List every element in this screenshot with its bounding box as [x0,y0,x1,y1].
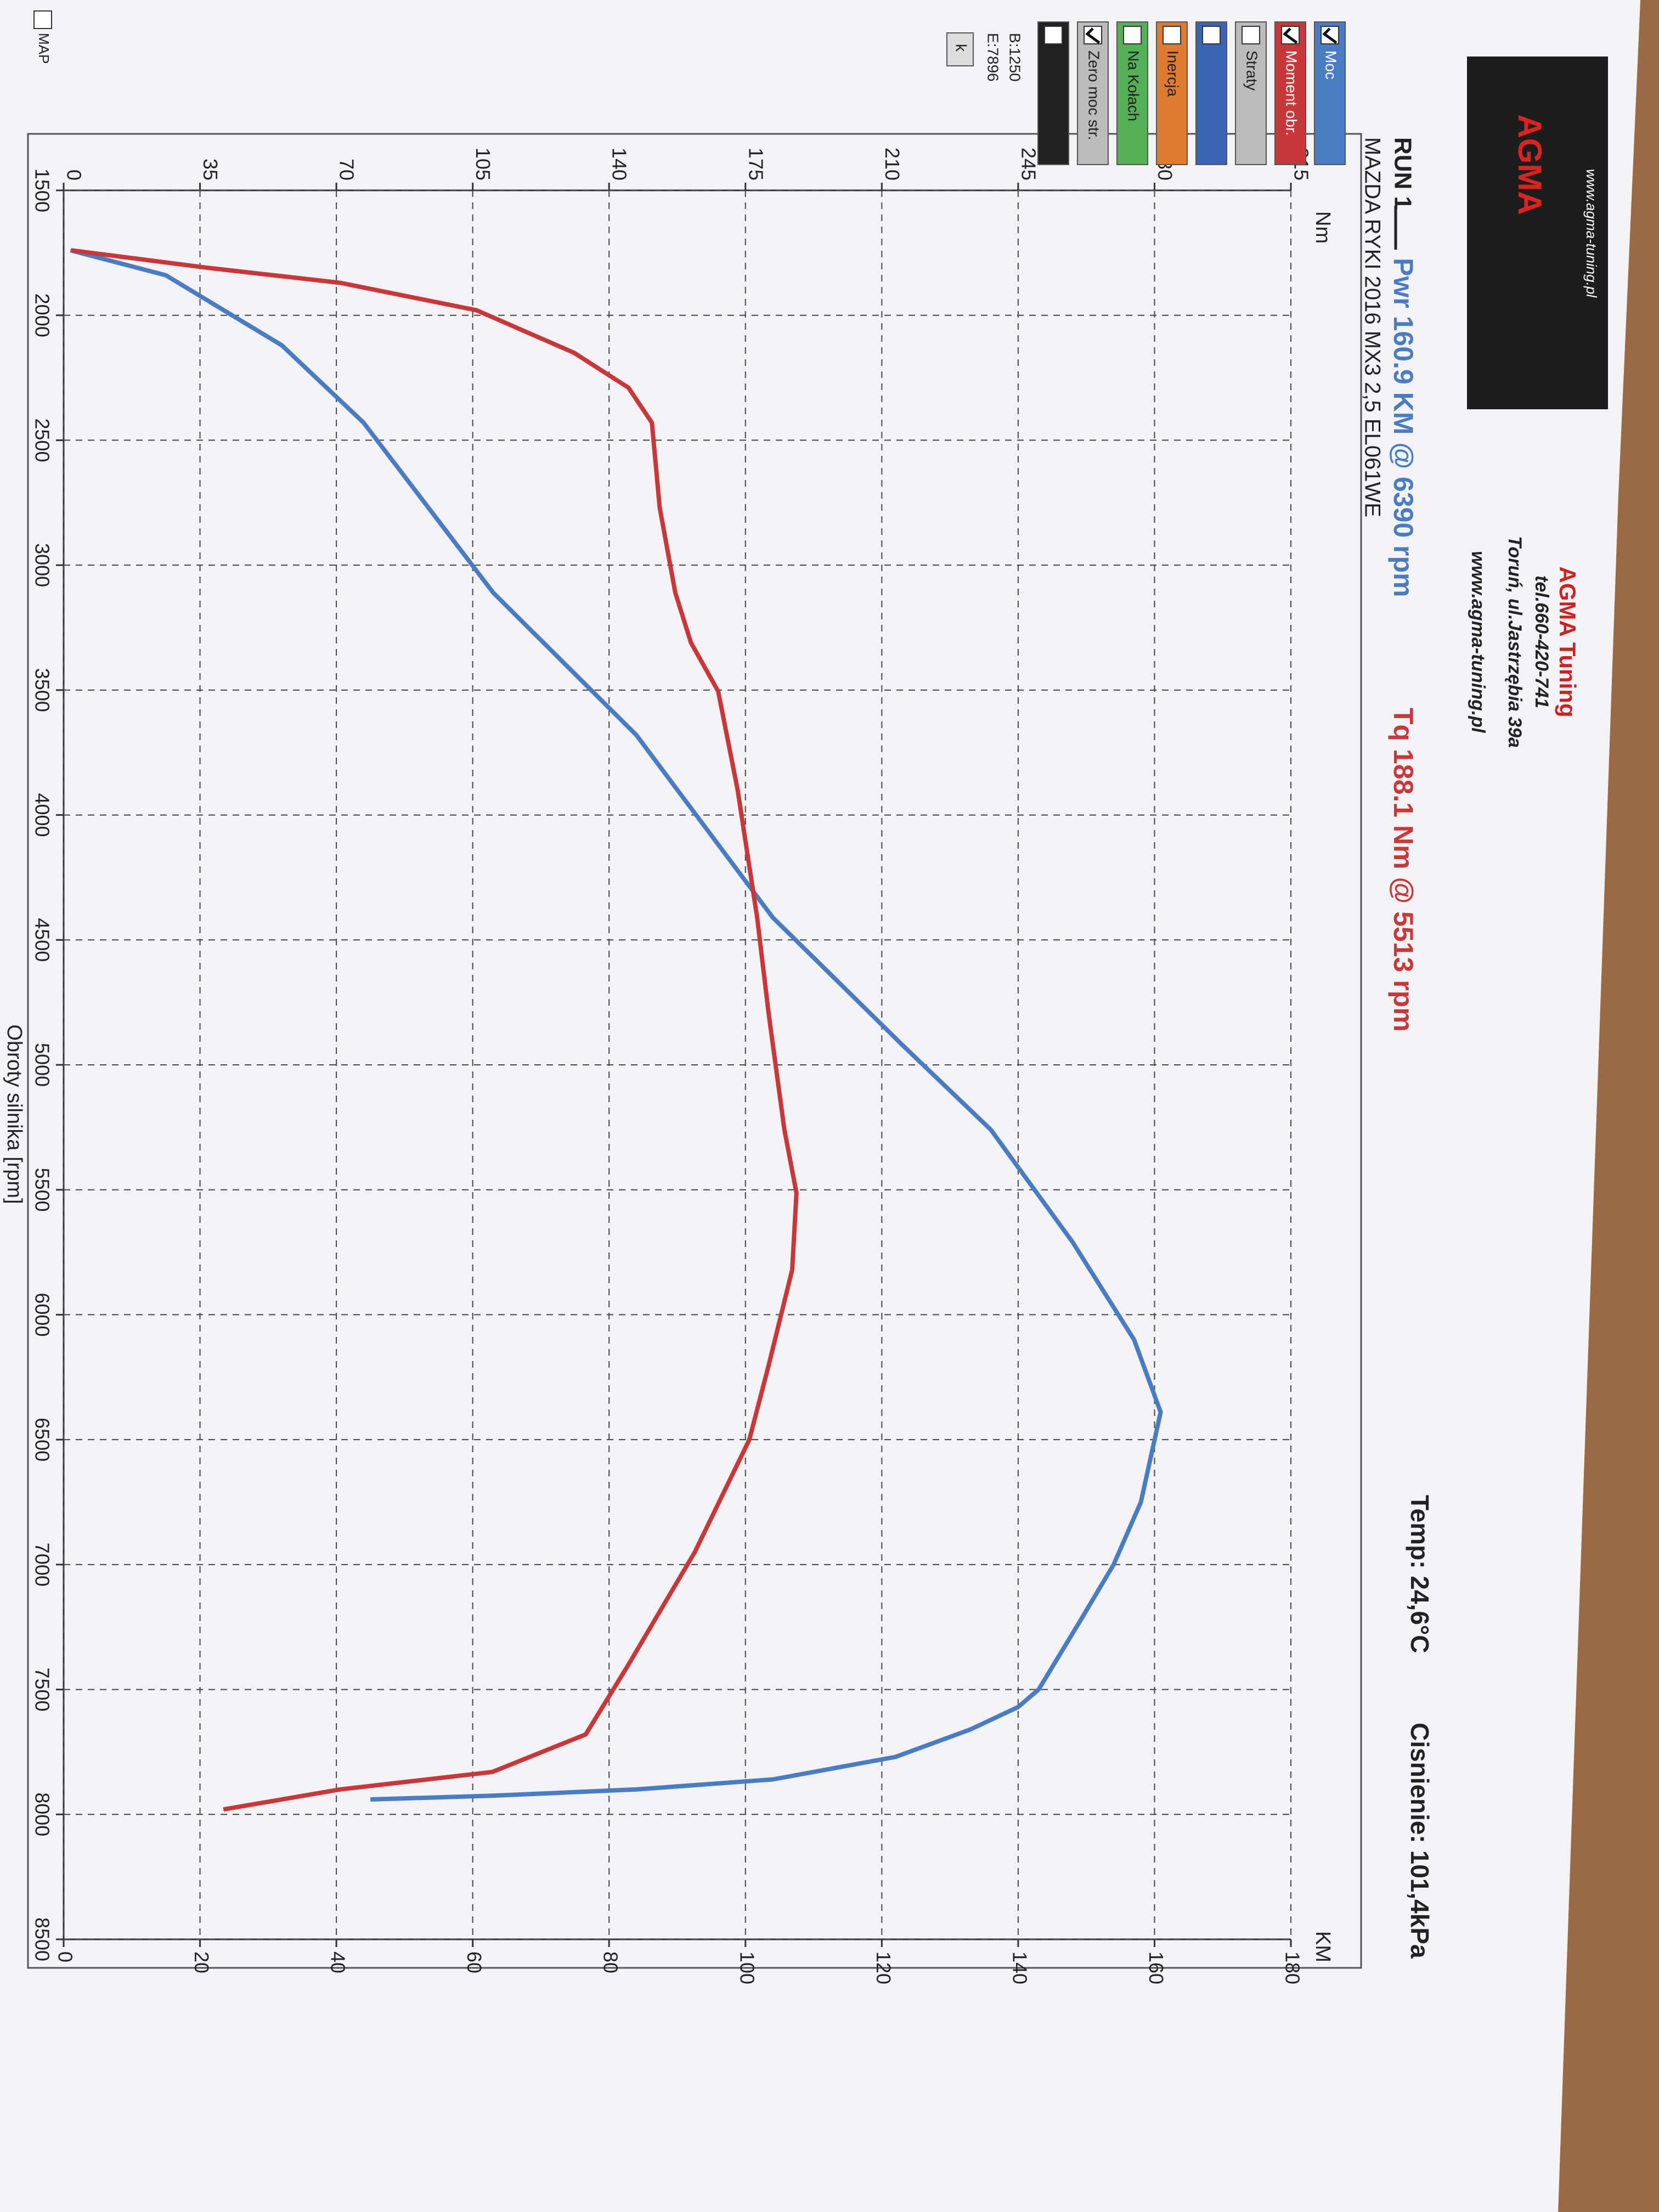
x-tick-label: 6000 [31,1293,53,1336]
frame [27,133,1362,1969]
y2-tick-label: 20 [190,1951,213,1973]
wood-table [1558,0,1659,2212]
checkbox [1202,26,1221,44]
legend-label: Straty [1244,50,1261,91]
logo-text: AGMA [1511,114,1548,215]
checkbox-button [1077,21,1109,165]
y2-tick-label: 40 [327,1951,349,1973]
y-tick-label: 210 [881,148,904,180]
y2-tick-label: 0 [54,1951,76,1962]
x-tick-label: 2500 [31,418,53,462]
y-tick-label: 70 [336,159,358,180]
checkbox [1123,26,1142,44]
printout: www.agma-tuning.pl AGMA AGMA Tuning tel.… [3,10,1608,1984]
y2-tick-label: 80 [600,1951,622,1973]
y2-tick-label: 160 [1145,1951,1167,1984]
y-tick-label: 0 [63,170,85,180]
y2-axis-title: KM [1311,1931,1334,1962]
company: AGMA Tuning [1555,566,1581,717]
logo-url: www.agma-tuning.pl [1583,169,1600,298]
x-tick-label: 3500 [31,668,53,712]
check-mark [1322,27,1338,44]
x-tick-label: 3000 [31,543,53,587]
series-line [71,248,799,1812]
x-tick-label: 5500 [31,1168,53,1212]
legend-label: Zero moc str. [1086,50,1103,140]
logo [1467,57,1608,409]
checkbox-button [1156,21,1188,165]
checkbox-button [1235,21,1267,165]
subtitle: MAZDA RYKI 2016 MX3 2,5 EL061WE [1360,137,1384,517]
checkbox [1044,26,1063,44]
legend-label: Moment obr. [1283,50,1300,136]
y-tick-label: 245 [1017,148,1040,180]
checkbox-button [1195,21,1227,165]
legend-label: Inercja [1165,50,1182,97]
check-mark [1085,27,1101,44]
x-tick-label: 6500 [31,1418,53,1462]
x-tick-label: 2000 [31,294,53,337]
phone: tel.660-420-741 [1531,575,1552,708]
checkbox-button [1274,21,1306,165]
legend-label: Na Kołach [1125,50,1142,121]
y-tick-label: 105 [472,148,494,180]
legend-label: Moc [1323,50,1340,80]
y2-tick-label: 120 [872,1951,895,1984]
x-tick-label: 7500 [31,1668,53,1712]
y2-tick-label: 60 [463,1951,486,1973]
y2-tick-label: 140 [1008,1951,1031,1984]
x-tick-label: 1500 [31,168,53,212]
x-tick-label: 7000 [31,1543,53,1587]
checkbox-button [1037,21,1069,165]
y-tick-label: 175 [744,148,767,180]
checkbox [33,10,52,29]
y2-tick-label: 180 [1281,1951,1304,1984]
x-tick-label: 8500 [31,1917,53,1961]
x-axis-title: Obroty silnika [rpm] [3,1024,26,1204]
temperature: Temp: 24,6°C [1406,1495,1434,1654]
y2-tick-label: 100 [736,1951,758,1984]
website: www.agma-tuning.pl [1468,551,1488,733]
series-line [70,248,1163,1802]
checkbox [1163,26,1181,44]
run-label: RUN 1 [1389,137,1416,210]
label: MAP [36,33,52,64]
label: E:7896 [985,33,1002,82]
x-tick-label: 8000 [31,1792,53,1836]
label: B:1250 [1007,33,1024,82]
x-tick-label: 4500 [31,918,53,962]
address: Toruń, ul.Jastrzębia 39a [1504,536,1525,748]
y-axis-title: Nm [1311,211,1334,244]
power-summary: Pwr 160.9 KM @ 6390 rpm [1388,258,1419,597]
x-tick-label: 5000 [31,1043,53,1087]
torque-summary: Tq 188.1 Nm @ 5513 rpm [1388,708,1419,1032]
check-mark [1283,27,1298,44]
checkbox-button [1314,21,1346,165]
label: k [953,44,970,52]
button [946,32,974,66]
checkbox-button [1116,21,1148,165]
pressure: Cisnienie: 101,4kPa [1406,1723,1434,1959]
y-tick-label: 140 [608,148,631,180]
checkbox [1242,26,1260,44]
x-tick-label: 4000 [31,793,53,837]
y-tick-label: 35 [199,159,222,180]
